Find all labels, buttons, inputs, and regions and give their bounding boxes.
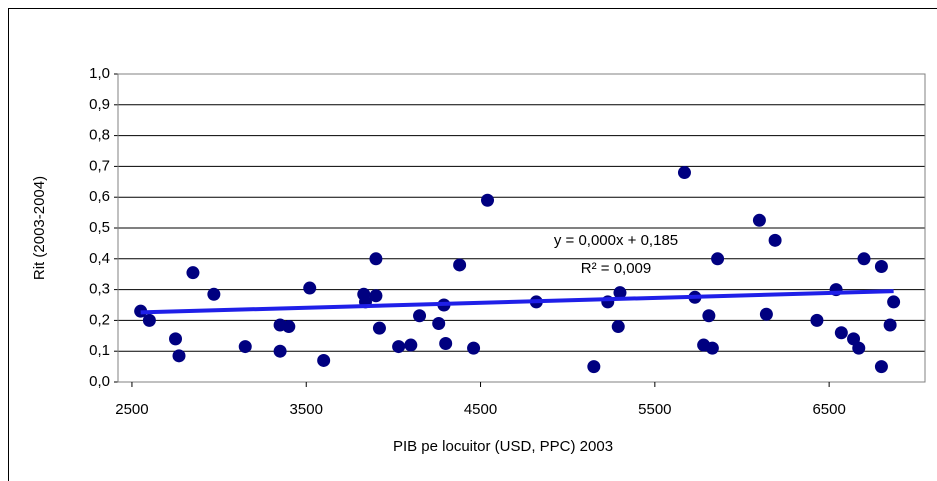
point bbox=[238, 340, 252, 354]
y-tick-label: 0,4 bbox=[89, 250, 110, 267]
plot-area bbox=[117, 73, 926, 383]
point bbox=[587, 360, 601, 374]
point bbox=[768, 233, 782, 247]
y-tick-label: 0,1 bbox=[89, 342, 110, 359]
point bbox=[752, 213, 766, 227]
point bbox=[677, 166, 691, 180]
point bbox=[611, 320, 625, 334]
point bbox=[613, 286, 627, 300]
y-axis-label: Rit (2003-2004) bbox=[31, 176, 48, 280]
point bbox=[481, 193, 495, 207]
y-tick-label: 0,0 bbox=[89, 373, 110, 390]
point bbox=[834, 326, 848, 340]
x-tick-label: 3500 bbox=[290, 401, 323, 418]
point bbox=[702, 309, 716, 323]
point bbox=[303, 281, 317, 295]
point bbox=[372, 321, 386, 335]
x-tick-label: 2500 bbox=[115, 401, 148, 418]
y-tick-label: 0,6 bbox=[89, 188, 110, 205]
y-tick-label: 0,3 bbox=[89, 281, 110, 298]
x-tick-label: 6500 bbox=[812, 401, 845, 418]
r-squared: R² = 0,009 bbox=[581, 260, 651, 277]
point bbox=[874, 260, 888, 273]
chart-frame bbox=[8, 8, 937, 481]
point bbox=[186, 266, 200, 280]
y-tick-label: 0,5 bbox=[89, 219, 110, 236]
point bbox=[887, 295, 901, 309]
trend-equation: y = 0,000x + 0,185 bbox=[554, 232, 678, 249]
point bbox=[711, 252, 725, 266]
point bbox=[273, 344, 287, 358]
point bbox=[453, 258, 467, 272]
y-tick-label: 0,9 bbox=[89, 96, 110, 113]
point bbox=[172, 349, 186, 363]
point bbox=[369, 252, 383, 266]
point bbox=[759, 307, 773, 321]
point bbox=[810, 313, 824, 327]
point bbox=[439, 337, 453, 350]
point bbox=[413, 309, 427, 323]
x-tick-label: 4500 bbox=[464, 401, 497, 418]
point bbox=[142, 313, 156, 327]
point bbox=[369, 289, 383, 303]
x-tick-label: 5500 bbox=[638, 401, 671, 418]
y-tick-label: 1,0 bbox=[89, 65, 110, 82]
trendline bbox=[140, 289, 894, 315]
point bbox=[282, 320, 296, 334]
point bbox=[852, 341, 866, 355]
point bbox=[404, 338, 418, 352]
point bbox=[883, 318, 897, 332]
point bbox=[317, 353, 331, 367]
x-axis-label: PIB pe locuitor (USD, PPC) 2003 bbox=[393, 438, 613, 455]
point bbox=[392, 340, 406, 354]
point bbox=[467, 341, 481, 355]
y-tick-label: 0,8 bbox=[89, 127, 110, 144]
point bbox=[857, 252, 871, 266]
point bbox=[169, 332, 183, 346]
point bbox=[705, 341, 719, 355]
y-tick-label: 0,2 bbox=[89, 311, 110, 328]
point bbox=[432, 316, 446, 330]
point bbox=[874, 360, 888, 374]
point bbox=[207, 287, 221, 301]
y-tick-label: 0,7 bbox=[89, 157, 110, 174]
